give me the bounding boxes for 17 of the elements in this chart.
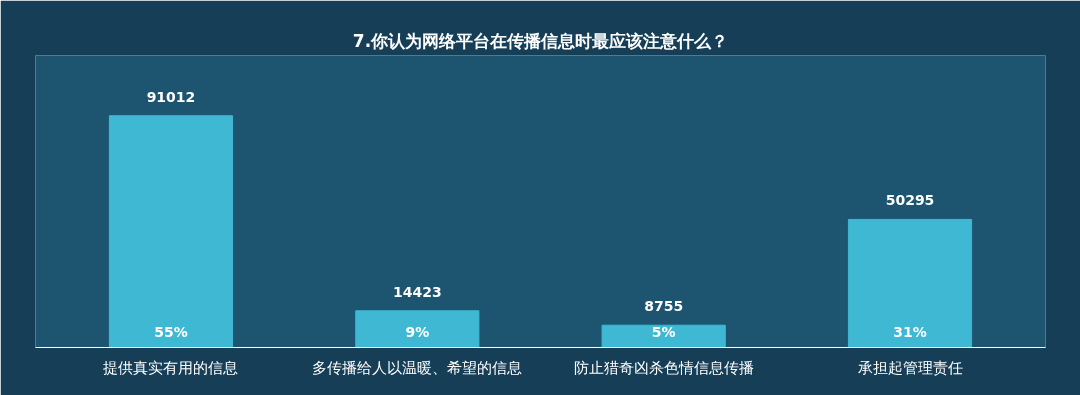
bar [355,310,480,348]
annotation: 9% [405,323,430,340]
bar [847,218,973,348]
bar [601,324,726,348]
data-label: 14423 [392,283,442,300]
annotation: 5% [651,323,676,340]
x-tick-label: 多传播给人以温暖、希望的信息 [312,358,523,377]
annotation: 31% [893,323,927,340]
data-label: 91012 [146,88,196,105]
chart-title: 7.你认为网络平台在传播信息时最应该注意什么？ [352,30,729,51]
x-tick-label: 防止猎奇凶杀色情信息传播 [573,358,754,377]
x-tick-label: 提供真实有用的信息 [103,358,239,377]
data-label: 8755 [644,298,684,315]
x-tick-label: 承担起管理责任 [857,358,963,377]
data-label: 50295 [885,192,935,209]
annotation: 55% [154,323,188,340]
bar [108,115,234,348]
